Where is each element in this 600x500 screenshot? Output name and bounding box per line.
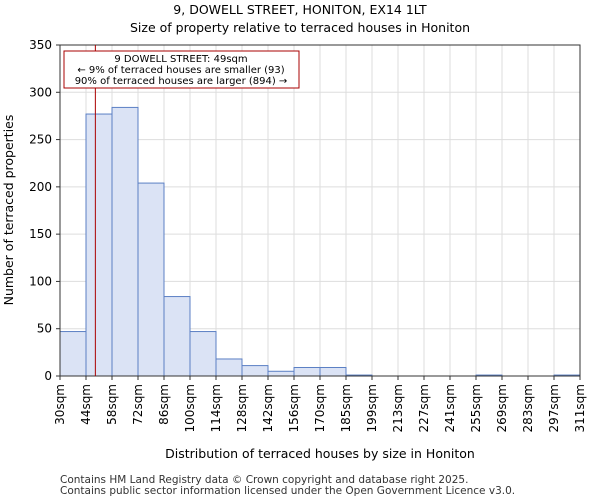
x-tick-label: 269sqm bbox=[495, 384, 509, 432]
x-tick-label: 255sqm bbox=[469, 384, 483, 432]
x-tick-label: 213sqm bbox=[391, 384, 405, 432]
x-tick-label: 199sqm bbox=[365, 384, 379, 432]
bar-114sqm bbox=[215, 358, 243, 377]
x-tick-label: 297sqm bbox=[547, 384, 561, 432]
y-axis-ticks: 0 50 100 150 200 250 300 350 bbox=[29, 38, 60, 383]
x-tick-label: 227sqm bbox=[417, 384, 431, 432]
x-tick-label: 30sqm bbox=[53, 384, 67, 425]
bar-44sqm bbox=[85, 113, 113, 377]
y-tick-label: 250 bbox=[29, 133, 52, 147]
chart-subtitle: Size of property relative to terraced ho… bbox=[130, 20, 470, 35]
y-axis-label: Number of terraced properties bbox=[1, 115, 16, 306]
x-axis-label: Distribution of terraced houses by size … bbox=[165, 446, 475, 461]
x-tick-label: 283sqm bbox=[521, 384, 535, 432]
x-tick-label: 114sqm bbox=[209, 384, 223, 432]
annotation-box: 9 DOWELL STREET: 49sqm ← 9% of terraced … bbox=[63, 50, 300, 89]
annotation-line-1: 9 DOWELL STREET: 49sqm bbox=[114, 54, 247, 65]
y-tick-label: 50 bbox=[37, 322, 52, 336]
y-tick-label: 350 bbox=[29, 38, 52, 52]
plot-frame bbox=[59, 44, 581, 377]
bar-156sqm bbox=[293, 366, 321, 377]
x-tick-label: 44sqm bbox=[79, 384, 93, 425]
annotation-line-2: ← 9% of terraced houses are smaller (93) bbox=[77, 65, 284, 76]
x-tick-label: 170sqm bbox=[313, 384, 327, 432]
x-tick-label: 185sqm bbox=[339, 384, 353, 432]
bar-72sqm bbox=[137, 182, 165, 377]
y-tick-label: 150 bbox=[29, 227, 52, 241]
x-tick-label: 58sqm bbox=[105, 384, 119, 425]
x-axis-ticks: 30sqm 44sqm 58sqm 72sqm 86sqm 100sqm 114sqm 128… bbox=[53, 376, 587, 432]
bars bbox=[59, 106, 581, 377]
y-tick-label: 100 bbox=[29, 274, 52, 288]
annotation-line-3: 90% of terraced houses are larger (894) … bbox=[75, 76, 288, 87]
x-tick-label: 128sqm bbox=[235, 384, 249, 432]
bar-170sqm bbox=[319, 366, 347, 377]
bar-128sqm bbox=[241, 365, 269, 377]
chart-title: 9, DOWELL STREET, HONITON, EX14 1LT bbox=[173, 2, 427, 17]
footer-line-1: Contains HM Land Registry data © Crown c… bbox=[60, 474, 468, 486]
x-tick-label: 86sqm bbox=[157, 384, 171, 425]
bar-58sqm bbox=[111, 106, 139, 377]
y-tick-label: 0 bbox=[44, 369, 52, 383]
bar-100sqm bbox=[189, 331, 217, 377]
bar-86sqm bbox=[163, 296, 191, 377]
x-tick-label: 100sqm bbox=[183, 384, 197, 432]
bar-30sqm bbox=[59, 331, 87, 377]
x-tick-label: 156sqm bbox=[287, 384, 301, 432]
y-tick-label: 200 bbox=[29, 180, 52, 194]
x-tick-label: 311sqm bbox=[573, 384, 587, 432]
x-tick-label: 72sqm bbox=[131, 384, 145, 425]
x-tick-label: 241sqm bbox=[443, 384, 457, 432]
bar-142sqm bbox=[267, 370, 295, 377]
y-tick-label: 300 bbox=[29, 85, 52, 99]
footer-line-2: Contains public sector information licen… bbox=[60, 485, 515, 497]
x-tick-label: 142sqm bbox=[261, 384, 275, 432]
